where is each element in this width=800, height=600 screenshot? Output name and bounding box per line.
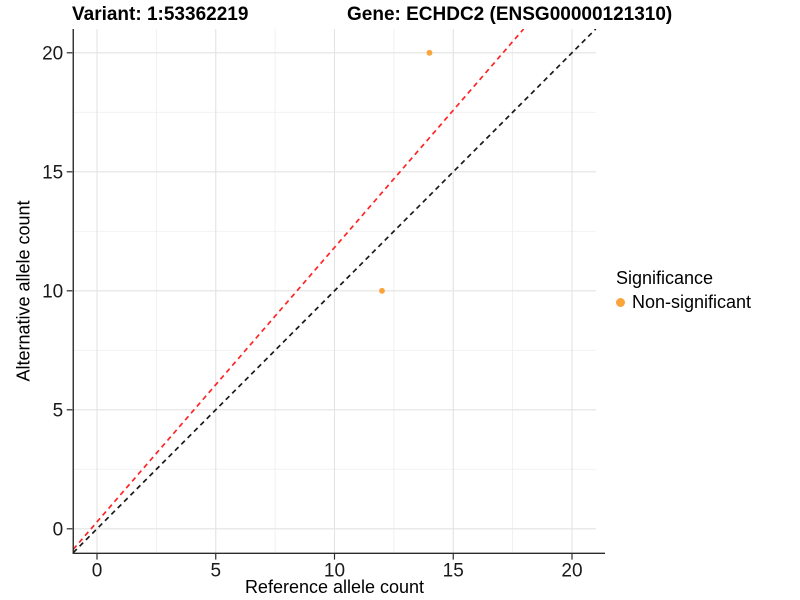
x-axis-title: Reference allele count: [244, 577, 425, 597]
plot-title-gene: Gene: ECHDC2 (ENSG00000121310): [347, 4, 673, 25]
x-tick-label: 10: [324, 561, 345, 581]
data-point: [426, 49, 433, 56]
x-tick-label: 15: [443, 561, 464, 581]
y-tick-label: 0: [53, 519, 64, 540]
legend-item-non-significant: Non-significant: [616, 292, 751, 313]
legend: Significance Non-significant: [616, 268, 751, 313]
x-tick-label: 5: [210, 561, 221, 581]
x-tick-label: 20: [561, 561, 582, 581]
y-tick-label: 20: [42, 43, 63, 64]
allelic-ratio-line: [72, 29, 525, 550]
legend-key-dot-icon: [616, 298, 625, 307]
legend-title: Significance: [616, 268, 714, 288]
y-axis-title: Alternative allele count: [13, 200, 34, 382]
x-tick-label: 0: [92, 561, 103, 581]
identity-line: [72, 29, 597, 554]
legend-item-label: Non-significant: [632, 292, 752, 312]
y-tick-label: 15: [42, 162, 63, 183]
scatter-plot-panel: 0 5 10 15 20 0 5 10 15 20: [42, 29, 605, 581]
data-point: [379, 287, 385, 294]
y-tick-label: 10: [42, 281, 63, 302]
plot-title-variant: Variant: 1:53362219: [72, 4, 249, 25]
y-tick-label: 5: [53, 400, 64, 421]
